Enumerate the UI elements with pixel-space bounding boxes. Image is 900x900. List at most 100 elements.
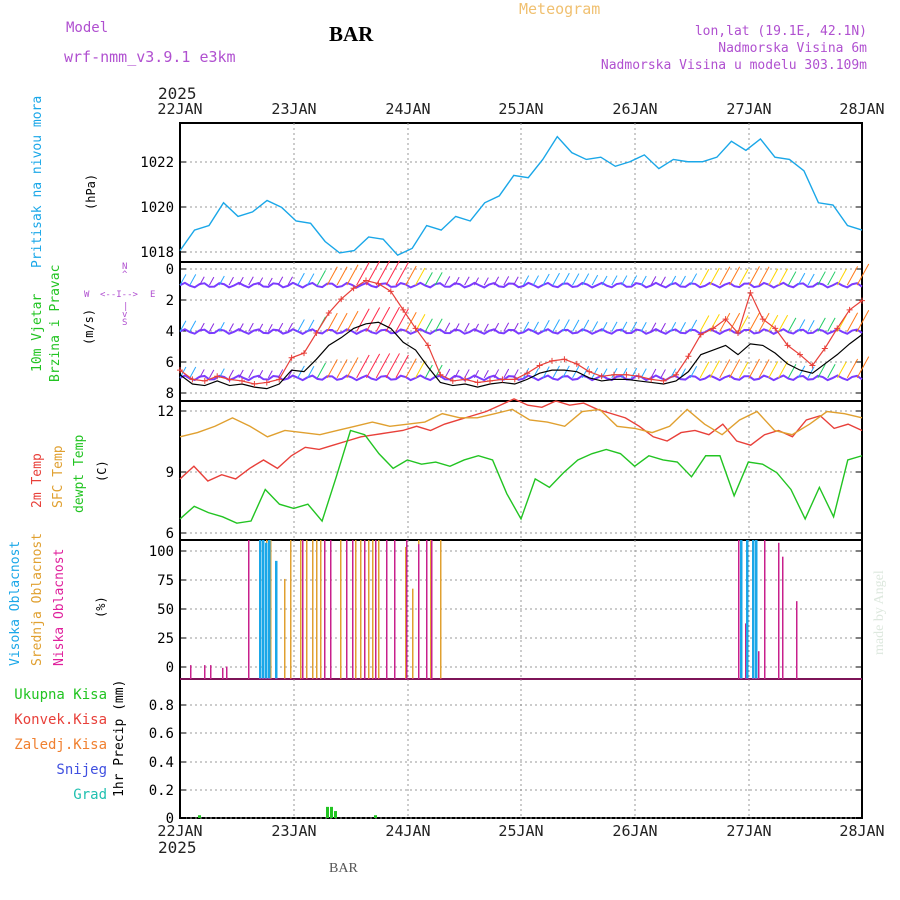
wind-barb bbox=[228, 276, 234, 286]
gust-marker bbox=[214, 373, 221, 380]
wind-barb bbox=[748, 266, 760, 286]
cloud-bar bbox=[320, 540, 322, 679]
cloud-bar bbox=[412, 588, 414, 679]
gust-marker bbox=[586, 368, 593, 375]
gust-marker bbox=[660, 377, 667, 384]
wind-barb bbox=[562, 272, 570, 286]
cloud-bar bbox=[302, 540, 304, 679]
wind-barb bbox=[621, 275, 628, 286]
gust-marker bbox=[325, 309, 332, 316]
wind-barb bbox=[640, 322, 647, 332]
y-tick-label: 25 bbox=[157, 631, 174, 647]
wind-barb bbox=[532, 275, 539, 286]
gust-marker bbox=[685, 353, 692, 360]
wind-barb bbox=[621, 367, 628, 379]
temp-line-1 bbox=[179, 408, 863, 438]
gust-marker bbox=[350, 285, 357, 292]
wind-barb bbox=[601, 322, 608, 332]
gust-marker bbox=[363, 277, 369, 284]
wind-barb bbox=[846, 266, 859, 286]
y-tick-label: 0.4 bbox=[149, 755, 174, 771]
gust-marker bbox=[635, 373, 642, 380]
wind-barb bbox=[346, 310, 359, 332]
gust-marker bbox=[697, 331, 704, 338]
wind-barb bbox=[827, 363, 836, 379]
wind-barb bbox=[817, 271, 826, 286]
cloud-bar bbox=[259, 540, 262, 679]
cloud-bar bbox=[372, 540, 374, 679]
wind-legend-n: N bbox=[122, 262, 128, 272]
wind-legend-up: ^ bbox=[122, 270, 128, 280]
wind-barb bbox=[689, 365, 698, 379]
y-tick-label: 2 bbox=[166, 293, 174, 309]
cloud-bar bbox=[306, 540, 308, 679]
year-label-top: 2025 bbox=[158, 84, 197, 103]
wind-barb bbox=[709, 267, 720, 286]
wind-barb bbox=[807, 273, 815, 286]
cloud-bar bbox=[758, 651, 760, 679]
wind-barb bbox=[424, 364, 433, 379]
wind-barb bbox=[856, 356, 870, 379]
wind-barb bbox=[523, 275, 530, 286]
precip-bar bbox=[374, 815, 377, 818]
year-label-bottom: 2025 bbox=[158, 838, 197, 857]
model-name: wrf-nmm_v3.9.1 e3km bbox=[64, 48, 236, 66]
wind-barb bbox=[336, 312, 348, 332]
footer-station: BAR bbox=[329, 861, 358, 876]
wind-barb bbox=[738, 268, 749, 286]
wind-barb bbox=[699, 361, 710, 379]
cloud-bar bbox=[796, 601, 798, 679]
cloud-bar bbox=[226, 666, 228, 679]
wind-barb bbox=[326, 359, 338, 379]
wind-barb bbox=[228, 323, 234, 332]
wind-barb bbox=[660, 276, 666, 286]
wind-barb bbox=[640, 275, 647, 286]
cloud-bar bbox=[418, 544, 420, 679]
cloud-bar bbox=[378, 540, 380, 679]
cloud-bar bbox=[265, 542, 268, 679]
x-tick-label-bottom: 24JAN bbox=[385, 822, 430, 840]
wind-barb bbox=[552, 365, 560, 379]
wind-barb bbox=[395, 262, 409, 286]
y-tick-label: 6 bbox=[166, 526, 174, 542]
wind-barb bbox=[316, 270, 326, 286]
wind-barb bbox=[680, 322, 686, 332]
gust-marker bbox=[425, 342, 431, 349]
x-tick-label-top: 23JAN bbox=[271, 100, 316, 118]
x-tick-label-top: 27JAN bbox=[726, 100, 771, 118]
pressure-line bbox=[179, 135, 863, 257]
wind-barb bbox=[189, 274, 197, 286]
wind-barb bbox=[542, 320, 550, 332]
cloud-bar bbox=[740, 540, 743, 679]
legend-snow: Snijeg bbox=[56, 762, 107, 778]
wind-barb bbox=[209, 323, 215, 332]
y-tick-label: 75 bbox=[157, 573, 174, 589]
wind-barb bbox=[454, 276, 460, 286]
wind-barb bbox=[375, 306, 391, 332]
wind-barb bbox=[748, 358, 760, 379]
wind-barb bbox=[768, 268, 779, 286]
wind-band-0 bbox=[179, 374, 863, 382]
wind-barb bbox=[385, 260, 400, 286]
cloud-bar bbox=[316, 540, 318, 679]
wind-barb bbox=[493, 276, 500, 286]
wind-barb bbox=[473, 369, 480, 379]
cloud-bar bbox=[394, 540, 396, 679]
wind-barb bbox=[640, 368, 647, 379]
wind-barb bbox=[581, 273, 590, 286]
cloud-bar bbox=[782, 556, 784, 679]
wind-barb bbox=[532, 321, 539, 332]
wind-barb bbox=[405, 265, 417, 286]
wind-barb bbox=[346, 264, 359, 286]
wind-barb bbox=[248, 369, 254, 379]
gust-marker bbox=[474, 379, 481, 386]
wind-barb bbox=[258, 369, 264, 379]
gust-marker bbox=[400, 306, 407, 313]
y-tick-label: 1018 bbox=[140, 245, 174, 261]
wind-legend-down: v bbox=[122, 310, 128, 320]
gust-marker bbox=[412, 325, 419, 332]
gust-marker bbox=[251, 381, 258, 388]
gust-marker bbox=[573, 360, 580, 367]
wind-barb bbox=[650, 276, 657, 286]
gust-marker bbox=[772, 325, 779, 332]
